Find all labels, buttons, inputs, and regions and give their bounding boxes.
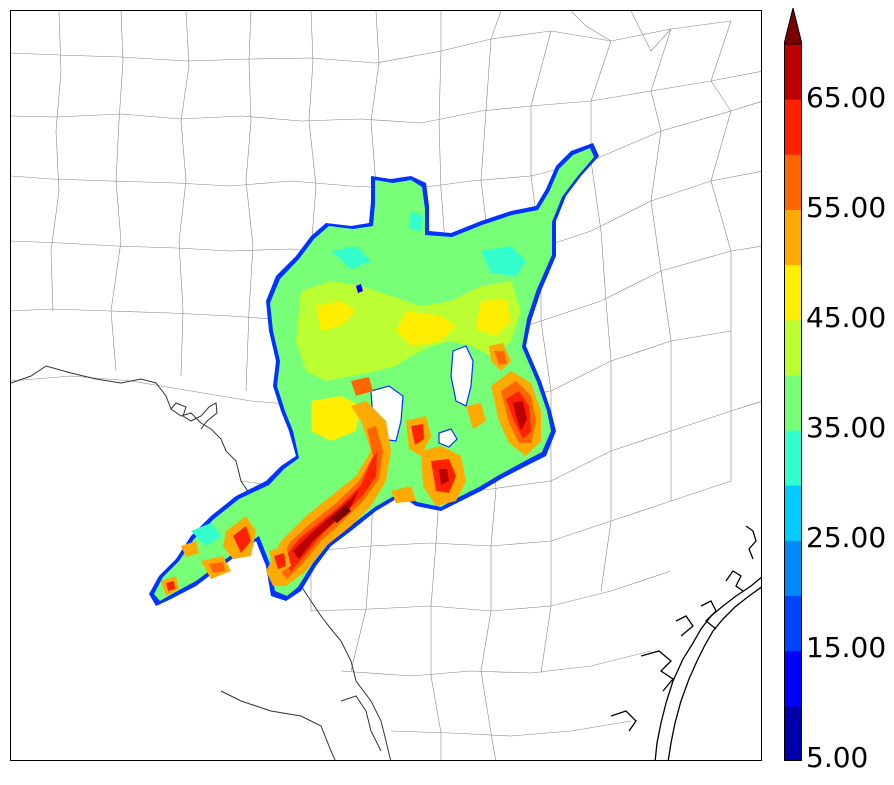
colorbar-border: [784, 43, 802, 761]
colorbar-label-5: 5.00: [806, 741, 869, 774]
colorbar-label-15: 15.00: [806, 631, 887, 664]
map-canvas: [11, 11, 761, 760]
colorbar-extend-arrow: [784, 8, 802, 45]
colorbar: [784, 8, 802, 761]
colorbar-segment: [784, 485, 802, 541]
colorbar-label-35: 35.00: [806, 411, 887, 444]
colorbar-segment: [784, 650, 802, 707]
map-panel: [10, 10, 762, 761]
colorbar-label-25: 25.00: [806, 521, 887, 554]
colorbar-segment: [784, 99, 802, 155]
colorbar-segment: [784, 209, 802, 266]
colorbar-segment: [784, 374, 802, 431]
colorbar-label-65: 65.00: [806, 81, 887, 114]
coastline: [610, 525, 761, 760]
colorbar-label-45: 45.00: [806, 301, 887, 334]
colorbar-segment: [784, 319, 802, 376]
colorbar-segment: [784, 264, 802, 321]
colorbar-segment: [784, 595, 802, 652]
colorbar-segment: [784, 540, 802, 597]
state-border: [11, 365, 392, 760]
colorbar-segment: [784, 705, 802, 761]
colorbar-segment: [784, 44, 802, 100]
colorbar-segment: [784, 430, 802, 486]
colorbar-segment: [784, 154, 802, 210]
reflectivity-contours: [149, 143, 599, 606]
colorbar-label-55: 55.00: [806, 191, 887, 224]
